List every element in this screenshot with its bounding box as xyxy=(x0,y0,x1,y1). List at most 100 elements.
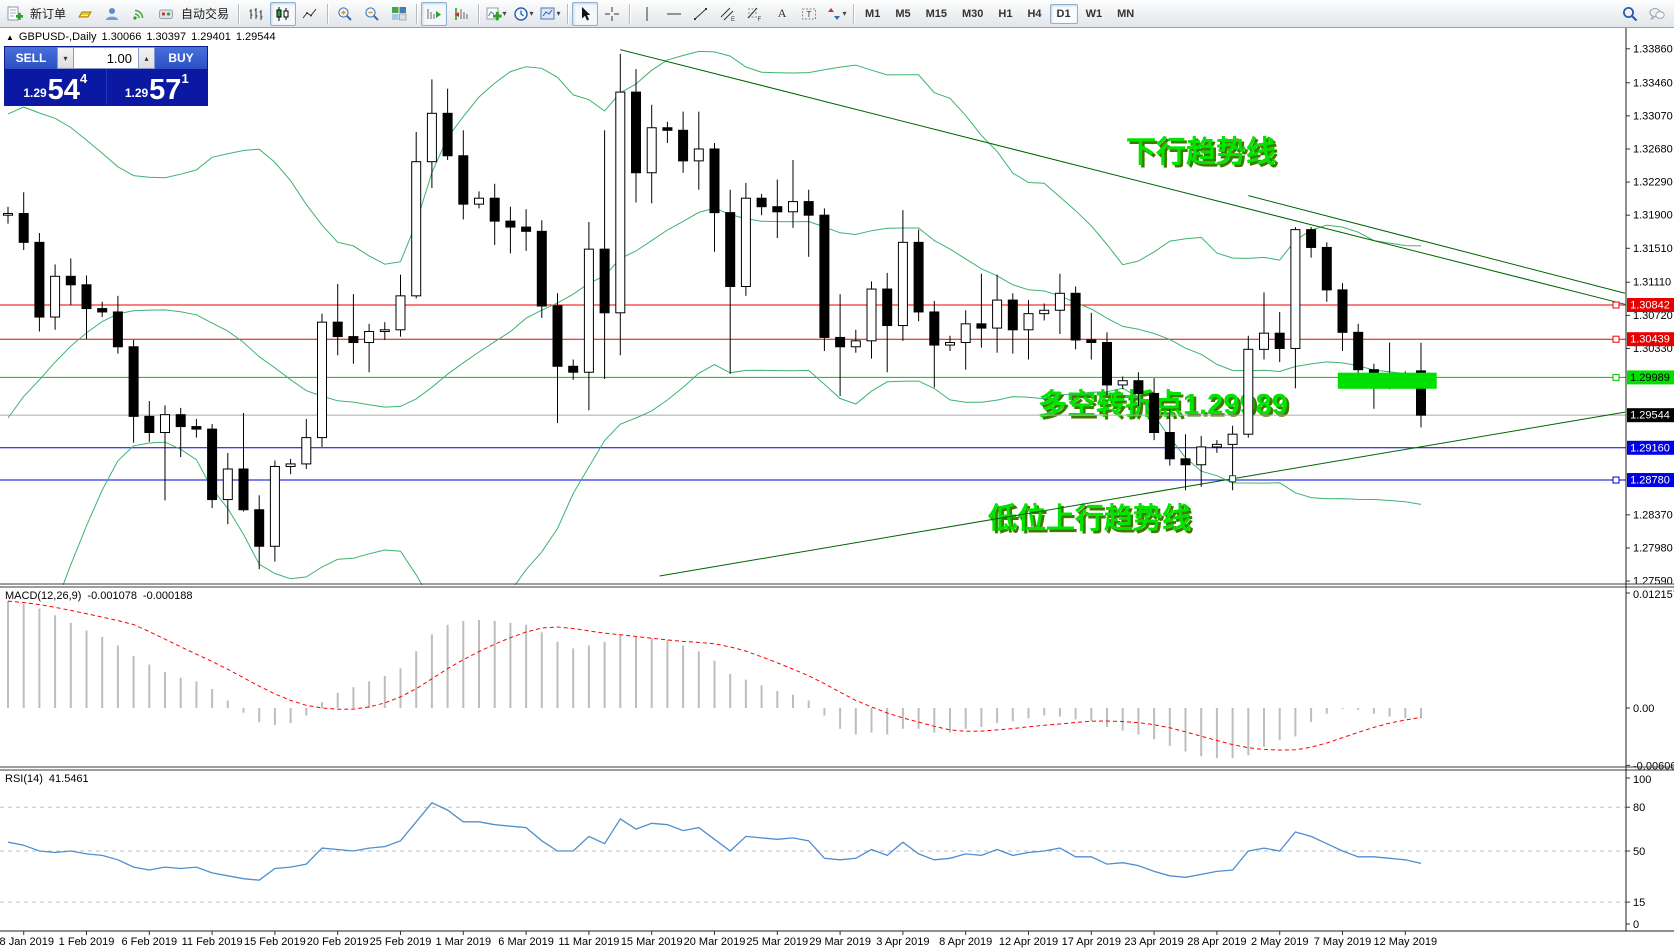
label-tool-icon[interactable]: T xyxy=(796,2,822,26)
price-level-chip-bg xyxy=(1627,370,1674,385)
timeframe-button-W1[interactable]: W1 xyxy=(1085,7,1103,20)
new-order-icon[interactable] xyxy=(2,2,28,26)
volume-increase-button[interactable]: ▴ xyxy=(138,47,155,69)
candlestick xyxy=(301,418,312,470)
volume-input[interactable]: 1.00 xyxy=(74,47,138,69)
community-icon[interactable] xyxy=(99,2,125,26)
fibonacci-tool-icon[interactable]: F xyxy=(742,2,768,26)
zoom-in-icon[interactable] xyxy=(332,2,358,26)
toolbar-separator xyxy=(478,3,480,24)
candle-body xyxy=(1164,432,1175,460)
add-indicator-icon[interactable]: ▾ xyxy=(483,2,509,26)
sell-button[interactable]: SELL xyxy=(5,47,57,69)
candlestick xyxy=(976,273,987,348)
pivot-highlight-rect[interactable] xyxy=(1337,372,1437,389)
candlestick xyxy=(285,458,296,475)
trendline-tool-icon[interactable] xyxy=(688,2,714,26)
timeframe-button-M30[interactable]: M30 xyxy=(962,7,984,20)
candle-body xyxy=(1227,433,1238,445)
candlestick xyxy=(631,69,641,203)
periods-icon[interactable]: ▾ xyxy=(510,2,536,26)
line-anchor-handle[interactable] xyxy=(1612,373,1620,381)
candle-body xyxy=(81,284,92,310)
candle-body xyxy=(945,342,955,346)
cursor-tool-icon[interactable] xyxy=(572,1,599,26)
price-axis-label: 1.31110 xyxy=(1633,277,1671,289)
date-label: 6 Feb 2019 xyxy=(121,936,177,948)
candle-body xyxy=(756,197,767,208)
line-anchor-handle[interactable] xyxy=(1612,301,1620,309)
zoom-out-icon[interactable] xyxy=(359,2,385,26)
candle-body xyxy=(835,336,846,348)
auto-scroll-icon[interactable] xyxy=(421,1,448,26)
date-label: 3 Apr 2019 xyxy=(876,936,929,948)
buy-price[interactable]: 1.29 57 1 xyxy=(107,69,208,105)
chat-icon[interactable] xyxy=(1644,2,1670,26)
candle-body xyxy=(285,463,296,467)
timeframe-button-M1[interactable]: M1 xyxy=(865,7,881,20)
candlestick xyxy=(866,281,877,359)
price-axis-label: 1.32680 xyxy=(1633,143,1673,155)
uptrend-low-trendline[interactable] xyxy=(659,411,1626,577)
chart-background xyxy=(0,28,1674,950)
price-axis-label: 1.30720 xyxy=(1633,310,1673,322)
horizontal-line-tool-icon[interactable] xyxy=(661,2,687,26)
macd-axis-label: 0.00 xyxy=(1633,703,1654,715)
price-level-chip-bg xyxy=(1627,473,1674,488)
candlestick-chart-icon[interactable] xyxy=(270,1,297,26)
date-label: 28 Jan 2019 xyxy=(0,936,54,948)
text-tool-icon[interactable]: A xyxy=(777,6,787,20)
candlestick xyxy=(1149,378,1160,441)
timeframe-button-D1[interactable]: D1 xyxy=(1049,3,1078,24)
bar-chart-icon[interactable] xyxy=(243,2,269,26)
chart-shift-icon[interactable] xyxy=(448,2,474,26)
candlestick xyxy=(379,322,390,340)
sell-price[interactable]: 1.29 54 4 xyxy=(5,69,107,105)
line-anchor-handle[interactable] xyxy=(1612,476,1620,484)
timeframe-button-H4[interactable]: H4 xyxy=(1027,7,1042,20)
bollinger-upper-band xyxy=(7,50,1422,266)
tile-windows-icon[interactable] xyxy=(386,2,412,26)
candlestick xyxy=(725,189,736,374)
candle-body xyxy=(1054,292,1065,311)
candlestick xyxy=(1211,440,1222,453)
channel-tool-icon[interactable]: E xyxy=(715,2,741,26)
downtrend-short-trendline[interactable] xyxy=(1248,195,1626,294)
price-axis-label: 1.31510 xyxy=(1633,243,1673,255)
new-order-label[interactable]: 新订单 xyxy=(30,7,67,21)
volume-decrease-button[interactable]: ▾ xyxy=(57,47,74,69)
timeframe-button-H1[interactable]: H1 xyxy=(998,7,1013,20)
candle-body xyxy=(411,161,422,297)
crosshair-tool-icon[interactable] xyxy=(599,2,625,26)
candle-body xyxy=(788,201,798,213)
candlestick xyxy=(819,208,830,352)
price-axis-label: 1.33860 xyxy=(1633,43,1673,55)
autotrading-icon[interactable] xyxy=(153,2,179,26)
timeframe-button-M5[interactable]: M5 xyxy=(895,7,911,20)
timeframe-button-M15[interactable]: M15 xyxy=(925,7,947,20)
candle-body xyxy=(960,323,971,344)
arrows-tool-icon[interactable]: ▾ xyxy=(823,2,849,26)
candle-body xyxy=(3,212,13,216)
signals-icon[interactable] xyxy=(126,2,152,26)
downtrend-main-trendline[interactable] xyxy=(620,49,1626,305)
candle-body xyxy=(474,197,484,205)
timeframe-button-MN[interactable]: MN xyxy=(1117,7,1135,20)
date-label: 2 May 2019 xyxy=(1251,936,1308,948)
template-icon[interactable]: ▾ xyxy=(537,2,563,26)
line-anchor-handle[interactable] xyxy=(1612,335,1620,343)
autotrading-label[interactable]: 自动交易 xyxy=(181,7,230,21)
candle-body xyxy=(882,288,893,327)
buy-price-sup: 1 xyxy=(181,71,189,86)
chart-canvas[interactable]: 下行趋势线下行趋势线多空转折点1.29989多空转折点1.29989低位上行趋势… xyxy=(0,28,1674,950)
annotation-shadow: 低位上行趋势线 xyxy=(990,504,1194,538)
candlestick xyxy=(1133,372,1144,407)
candle-body xyxy=(662,127,673,131)
search-icon[interactable] xyxy=(1617,2,1643,26)
line-chart-icon[interactable] xyxy=(297,2,323,26)
trendline-anchor-handle[interactable] xyxy=(1229,475,1237,483)
buy-button[interactable]: BUY xyxy=(155,47,207,69)
gold-symbol-icon[interactable] xyxy=(72,2,98,26)
vertical-line-tool-icon[interactable] xyxy=(634,2,660,26)
candlestick xyxy=(1337,283,1348,352)
